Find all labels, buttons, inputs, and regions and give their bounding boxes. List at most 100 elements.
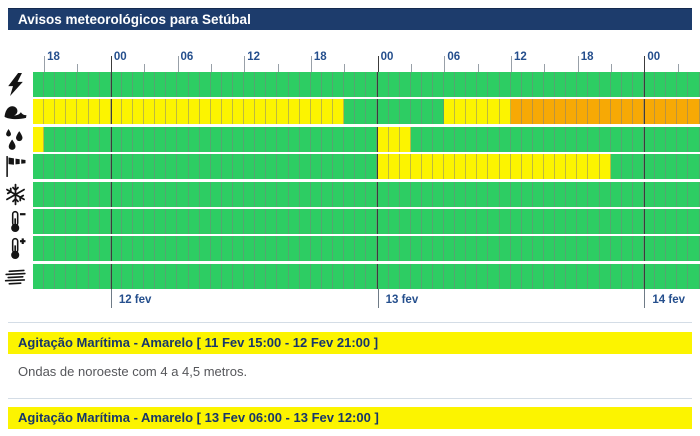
timeline-cell xyxy=(555,72,567,97)
page-title: Avisos meteorológicos para Setúbal xyxy=(18,12,251,27)
timeline-cell xyxy=(332,181,345,207)
timeline-cell xyxy=(210,126,222,152)
timeline-cell xyxy=(321,154,333,180)
timeline-cell xyxy=(577,208,589,234)
timeline-cell xyxy=(99,99,111,125)
timeline-cell xyxy=(299,181,311,207)
timeline-cell xyxy=(466,99,478,125)
timeline-cell xyxy=(610,208,622,234)
timeline-cell xyxy=(477,72,489,97)
timeline-cell xyxy=(355,154,367,180)
timeline-cell xyxy=(44,208,56,234)
warning-row-rain xyxy=(0,126,700,152)
timeline-cell xyxy=(355,236,367,262)
timeline-cell xyxy=(277,181,289,207)
timeline-cell xyxy=(632,263,645,289)
timeline-cell xyxy=(499,72,511,97)
timeline-cell xyxy=(66,72,78,97)
timeline-cell xyxy=(121,263,133,289)
hour-tick-minor xyxy=(544,64,546,72)
timeline-cell xyxy=(188,181,200,207)
timeline-cell xyxy=(599,181,611,207)
timeline-cell xyxy=(677,208,689,234)
warning-row-wind xyxy=(0,154,700,180)
timeline-cell xyxy=(44,72,56,97)
timeline-cell xyxy=(188,99,200,125)
hour-tick-minor xyxy=(477,64,479,72)
timeline-cell xyxy=(677,154,689,180)
timeline-cell xyxy=(66,208,78,234)
timeline-cell xyxy=(255,263,267,289)
timeline-cell xyxy=(121,126,133,152)
timeline-cell xyxy=(210,263,222,289)
timeline-cell xyxy=(310,181,322,207)
timeline-cell xyxy=(499,263,511,289)
timeline-cell xyxy=(299,208,311,234)
timeline-cell xyxy=(477,263,489,289)
timeline-cell xyxy=(199,236,211,262)
timeline-cell xyxy=(677,72,689,97)
timeline-cell xyxy=(210,72,222,97)
hour-tick-minor xyxy=(277,64,279,72)
timeline-cell xyxy=(610,126,622,152)
timeline-cell xyxy=(321,72,333,97)
timeline-cell xyxy=(466,263,478,289)
timeline-cell xyxy=(377,263,389,289)
timeline-cell xyxy=(266,181,278,207)
timeline-cell xyxy=(488,208,500,234)
timeline-cell xyxy=(277,126,289,152)
hour-tick-minor xyxy=(344,64,346,72)
timeline-cell xyxy=(110,154,122,180)
timeline-cell xyxy=(377,99,389,125)
hour-tick xyxy=(577,56,579,72)
day-axis: 12 fev 13 fev 14 fev xyxy=(33,289,700,311)
timeline-rows xyxy=(0,72,700,291)
timeline-cell xyxy=(255,154,267,180)
timeline-cell xyxy=(488,99,500,125)
warning-row-snow xyxy=(0,181,700,207)
hour-label: 06 xyxy=(180,51,194,63)
timeline-cell xyxy=(99,263,111,289)
timeline-cell xyxy=(166,181,178,207)
hour-tick-minor xyxy=(611,64,613,72)
timeline-cell xyxy=(366,99,378,125)
timeline-cell xyxy=(655,208,667,234)
timeline-cell xyxy=(644,99,656,125)
timeline-cell xyxy=(332,126,345,152)
timeline-cell xyxy=(332,208,345,234)
timeline-cell xyxy=(221,72,233,97)
timeline-cell xyxy=(288,126,300,152)
timeline-cell xyxy=(166,263,178,289)
timeline-cell xyxy=(621,99,633,125)
hour-tick xyxy=(444,56,446,72)
timeline-cell xyxy=(677,99,689,125)
timeline-cell xyxy=(388,208,400,234)
timeline-cell xyxy=(377,236,389,262)
timeline-cell xyxy=(210,99,222,125)
timeline-cell xyxy=(388,181,400,207)
timeline-cell xyxy=(599,263,611,289)
timeline-cell xyxy=(244,208,256,234)
timeline-cell xyxy=(33,263,45,289)
timeline-cell xyxy=(577,126,589,152)
timeline-cell xyxy=(688,181,700,207)
timeline-cell xyxy=(510,72,522,97)
timeline-cell xyxy=(432,236,445,262)
timeline-cell xyxy=(621,236,633,262)
timeline-cell xyxy=(132,208,145,234)
timeline-cell xyxy=(366,126,378,152)
timeline-cell xyxy=(666,126,678,152)
timeline-cell xyxy=(199,154,211,180)
timeline-cell xyxy=(632,99,645,125)
timeline-cell xyxy=(221,99,233,125)
timeline-cell xyxy=(666,99,678,125)
timeline-cell xyxy=(555,99,567,125)
timeline-cell xyxy=(510,154,522,180)
timeline-cell xyxy=(199,72,211,97)
timeline-cell xyxy=(610,154,622,180)
timeline-cell xyxy=(55,181,67,207)
timeline-cell xyxy=(77,126,89,152)
timeline-cell xyxy=(121,99,133,125)
hour-tick-minor xyxy=(677,64,679,72)
timeline-cell xyxy=(521,181,533,207)
